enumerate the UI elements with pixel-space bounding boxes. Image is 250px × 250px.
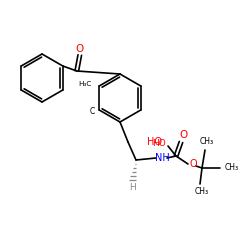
Text: CH₃: CH₃ xyxy=(225,164,239,172)
Text: H: H xyxy=(128,182,136,192)
Text: O: O xyxy=(76,44,84,54)
Text: HO: HO xyxy=(147,137,162,147)
Text: H₃C: H₃C xyxy=(78,81,91,87)
Text: O: O xyxy=(189,159,197,169)
Text: CH₃: CH₃ xyxy=(195,188,209,196)
Text: CH₃: CH₃ xyxy=(200,138,214,146)
Text: NH: NH xyxy=(154,153,170,163)
Text: C: C xyxy=(90,108,95,116)
Text: HO: HO xyxy=(152,140,166,148)
Text: O: O xyxy=(179,130,187,140)
